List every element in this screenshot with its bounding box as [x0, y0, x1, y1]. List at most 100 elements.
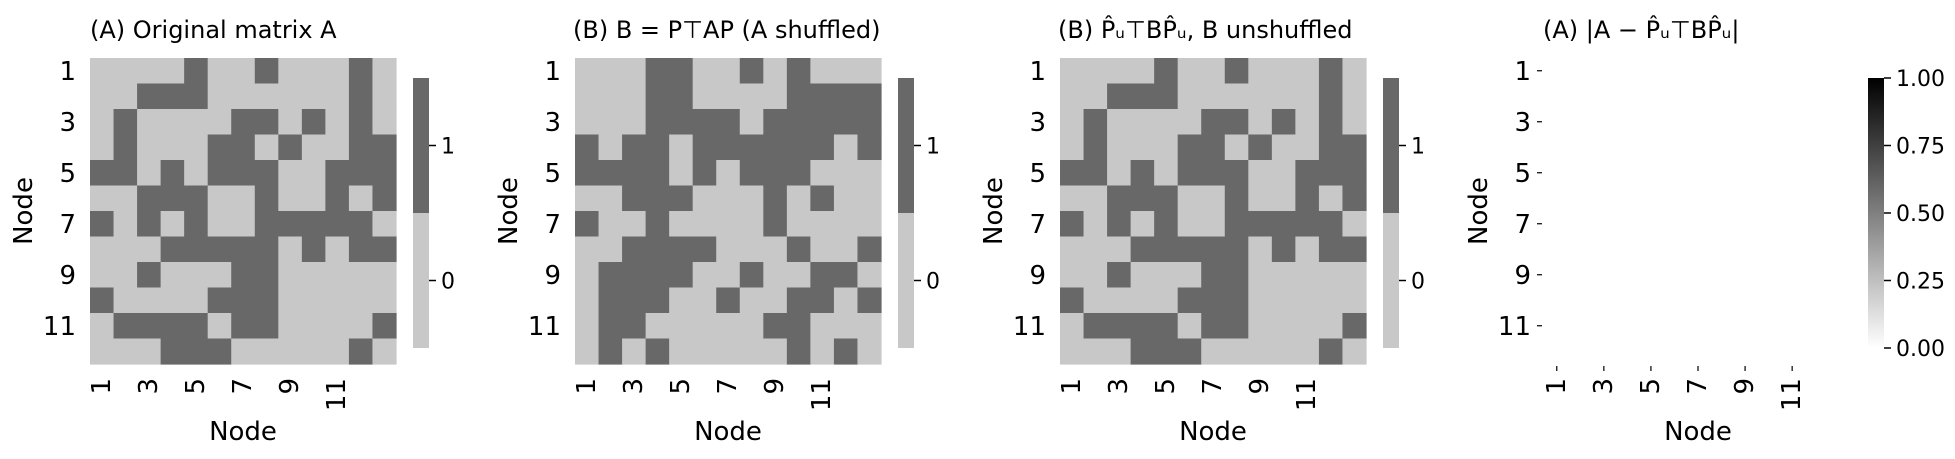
- cell-r9-c12: [833, 262, 859, 289]
- cell-r10-c8: [739, 287, 764, 314]
- cell-r12-c4: [645, 338, 670, 365]
- x-tick-label: 5: [1636, 378, 1666, 395]
- cell-r10-c7: [716, 287, 741, 314]
- cell-r12-c12: [348, 338, 374, 365]
- cell-r2-c12: [833, 83, 859, 110]
- colorbar-tick-label: 1: [441, 135, 455, 160]
- cell-r3-c9: [1248, 109, 1273, 136]
- cell-r1-c3: [137, 58, 162, 85]
- cell-r7-c8: [254, 211, 279, 238]
- cell-r5-c13: [1342, 160, 1367, 187]
- colorbar-tick-label: 0.75: [1896, 135, 1945, 160]
- cell-r2-c7: [231, 83, 256, 110]
- cell-r9-c9: [763, 262, 788, 289]
- cell-r11-c6: [692, 313, 717, 340]
- colorbar: 01: [898, 78, 940, 348]
- y-tick-label: 1: [1514, 57, 1531, 87]
- cell-r5-c1: [90, 160, 115, 187]
- cell-r9-c13: [372, 262, 397, 289]
- cell-r5-c11: [1295, 160, 1320, 187]
- cell-r3-c2: [1083, 109, 1108, 136]
- cell-r8-c8: [739, 236, 764, 263]
- cell-r11-c9: [763, 313, 788, 340]
- cell-r1-c1: [1060, 58, 1085, 85]
- cell-r2-c4: [645, 83, 670, 110]
- cell-r3-c4: [160, 109, 185, 136]
- cell-r10-c6: [207, 287, 232, 314]
- cell-r5-c6: [1177, 160, 1202, 187]
- cell-r3-c7: [1201, 109, 1226, 136]
- cell-r7-c8: [1224, 211, 1249, 238]
- cell-r4-c10: [301, 134, 326, 161]
- y-axis-label: Node: [494, 177, 524, 245]
- cell-r8-c1: [575, 236, 600, 263]
- cell-r9-c10: [1271, 262, 1296, 289]
- cell-r5-c3: [622, 160, 647, 187]
- cell-r10-c2: [1083, 287, 1108, 314]
- cell-r9-c5: [669, 262, 694, 289]
- cell-r7-c3: [622, 211, 647, 238]
- cell-r10-c13: [1342, 287, 1367, 314]
- cell-r4-c9: [278, 134, 303, 161]
- cell-r7-c2: [113, 211, 138, 238]
- cell-r7-c13: [857, 211, 882, 238]
- cell-r11-c12: [1318, 313, 1344, 340]
- cell-r12-c3: [622, 338, 647, 365]
- colorbar-tick-label: 0.50: [1896, 202, 1945, 227]
- x-axis-label: Node: [1179, 417, 1247, 447]
- cell-r10-c4: [1130, 287, 1155, 314]
- cell-r8-c5: [669, 236, 694, 263]
- cell-r7-c12: [348, 211, 374, 238]
- cell-r4-c1: [575, 134, 600, 161]
- cell-r3-c3: [137, 109, 162, 136]
- cell-r11-c12: [833, 313, 859, 340]
- cell-r2-c10: [301, 83, 326, 110]
- cell-r12-c11: [325, 338, 350, 365]
- cell-r8-c4: [1130, 236, 1155, 263]
- cell-r12-c8: [254, 338, 279, 365]
- cell-r6-c4: [645, 185, 670, 212]
- cell-r8-c9: [763, 236, 788, 263]
- cell-r2-c3: [1107, 83, 1132, 110]
- cell-r7-c11: [325, 211, 350, 238]
- cell-r5-c2: [1083, 160, 1108, 187]
- cell-r7-c6: [692, 211, 717, 238]
- cell-r9-c10: [786, 262, 811, 289]
- cell-r3-c2: [598, 109, 623, 136]
- cell-r6-c9: [763, 185, 788, 212]
- cell-r6-c5: [669, 185, 694, 212]
- cell-r1-c5: [184, 58, 209, 85]
- cell-r3-c7: [716, 109, 741, 136]
- cell-r6-c2: [598, 185, 623, 212]
- cell-r8-c8: [254, 236, 279, 263]
- cell-r6-c9: [278, 185, 303, 212]
- cell-r2-c1: [575, 83, 600, 110]
- cell-r8-c3: [137, 236, 162, 263]
- cell-r2-c12: [348, 83, 374, 110]
- cell-r1-c6: [692, 58, 717, 85]
- y-tick-label: 3: [59, 108, 76, 138]
- cell-r3-c5: [184, 109, 209, 136]
- cell-r4-c2: [113, 134, 138, 161]
- cell-r1-c6: [207, 58, 232, 85]
- x-axis-label: Node: [1664, 417, 1732, 447]
- cell-r6-c6: [1177, 185, 1202, 212]
- cell-r7-c6: [207, 211, 232, 238]
- cell-r3-c12: [1318, 109, 1344, 136]
- cell-r2-c3: [622, 83, 647, 110]
- cell-r2-c5: [669, 83, 694, 110]
- cell-r3-c1: [90, 109, 115, 136]
- colorbar-tick-label: 0: [1411, 270, 1425, 295]
- cell-r11-c3: [622, 313, 647, 340]
- colorbar-tick-label: 0: [926, 270, 940, 295]
- cell-r3-c6: [1177, 109, 1202, 136]
- cell-r6-c6: [692, 185, 717, 212]
- cell-r7-c3: [1107, 211, 1132, 238]
- cell-r2-c8: [739, 83, 764, 110]
- cell-r5-c10: [1271, 160, 1296, 187]
- cell-r8-c3: [1107, 236, 1132, 263]
- cell-r6-c1: [575, 185, 600, 212]
- cell-r11-c13: [1342, 313, 1367, 340]
- cell-r7-c12: [833, 211, 859, 238]
- cell-r2-c13: [857, 83, 882, 110]
